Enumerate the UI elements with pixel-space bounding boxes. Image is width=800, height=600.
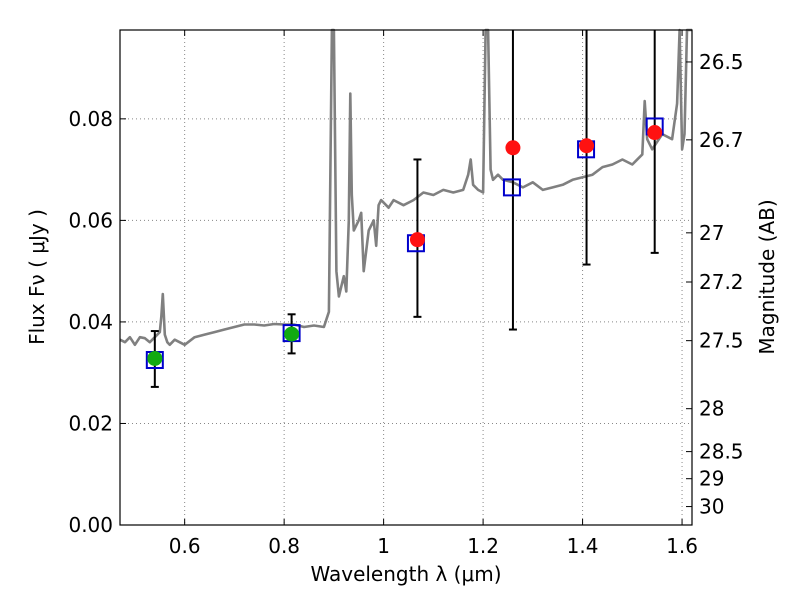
mag-tick-label: 26.7 — [699, 128, 744, 152]
plot-frame — [119, 29, 693, 526]
grid-lines — [120, 30, 692, 525]
x-tick-label: 1 — [377, 534, 390, 558]
nir-photometry-point — [579, 138, 595, 154]
nir-photometry-point — [505, 140, 521, 156]
x-tick-label: 0.8 — [268, 534, 300, 558]
y-tick-label: 0.08 — [68, 107, 113, 131]
y-axis-right-label: Magnitude (AB) — [755, 199, 779, 354]
y-tick-label: 0.02 — [68, 411, 113, 435]
optical-photometry-point — [284, 326, 300, 342]
optical-photometry-point — [147, 350, 163, 366]
model-spectrum-line — [119, 28, 692, 347]
mag-tick-label: 27 — [699, 221, 724, 245]
mag-tick-label: 26.5 — [699, 50, 744, 74]
x-tick-label: 1.2 — [467, 534, 499, 558]
y-tick-label: 0.06 — [68, 208, 113, 232]
mag-tick-label: 27.5 — [699, 329, 744, 353]
y-tick-label: 0.00 — [68, 513, 113, 537]
mag-tick-label: 28 — [699, 397, 724, 421]
mag-tick-label: 27.2 — [699, 270, 744, 294]
y-axis-label: Flux Fν ( μJy ) — [25, 209, 49, 345]
y-tick-label: 0.04 — [68, 310, 113, 334]
plot-area — [119, 28, 692, 388]
nir-photometry-point — [409, 232, 425, 248]
mag-tick-label: 30 — [699, 495, 724, 519]
x-tick-label: 1.6 — [666, 534, 698, 558]
x-tick-label: 0.6 — [169, 534, 201, 558]
mag-tick-label: 28.5 — [699, 440, 744, 464]
axis-ticks: 0.6 0.8 1 1.2 1.4 1.6 0.00 0.02 0.04 0.06 0.08 26.5… — [68, 30, 744, 558]
model-photometry-square — [502, 178, 521, 197]
x-tick-label: 1.4 — [567, 534, 599, 558]
x-axis-label: Wavelength λ (μm) — [310, 562, 501, 586]
mag-tick-label: 29 — [699, 467, 724, 491]
nir-photometry-point — [647, 125, 663, 141]
